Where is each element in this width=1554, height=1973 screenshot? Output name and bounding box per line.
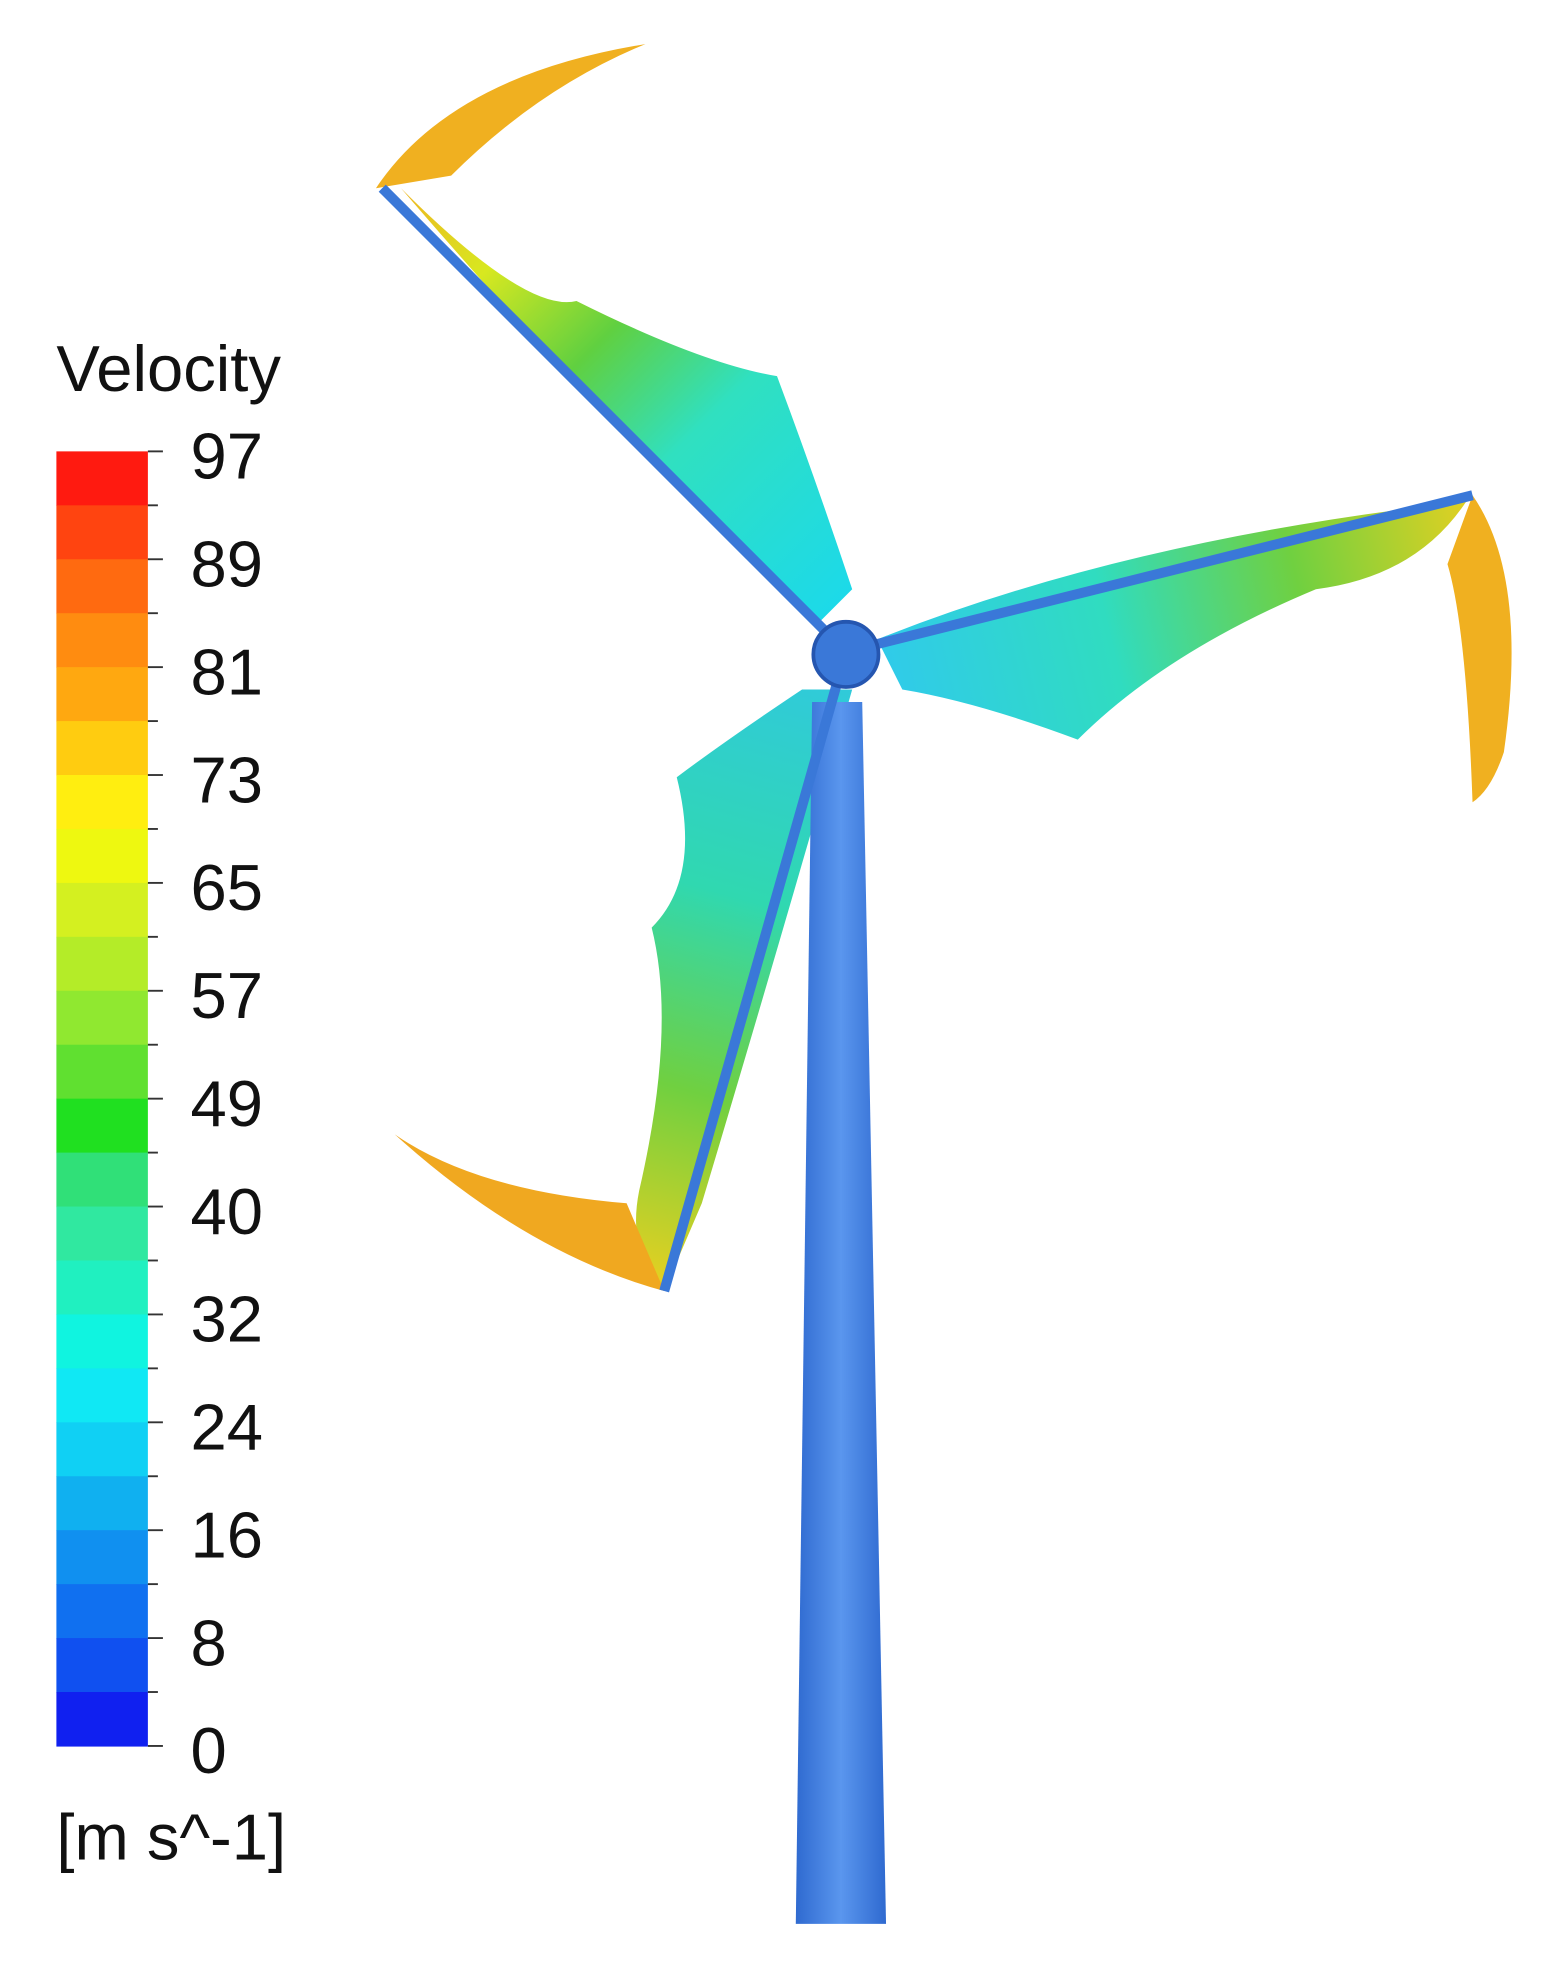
legend-label: 24 — [190, 1391, 262, 1464]
wake — [401, 188, 853, 627]
legend-label: 73 — [190, 743, 262, 816]
color-band — [56, 1476, 148, 1531]
wake — [394, 1134, 665, 1292]
color-band — [56, 1206, 148, 1262]
color-band — [56, 1530, 148, 1585]
color-legend: Velocity [m s^-1] 97 89 81 73 65 57 49 40 32 24 16… — [56, 332, 286, 1874]
color-band — [56, 1584, 148, 1639]
color-band — [56, 721, 148, 776]
color-band — [56, 936, 148, 992]
wake — [636, 689, 853, 1292]
legend-label: 49 — [190, 1067, 262, 1140]
color-band — [56, 1314, 148, 1369]
color-band — [56, 882, 148, 938]
legend-label: 8 — [190, 1606, 226, 1679]
color-band — [56, 828, 148, 884]
legend-label: 81 — [190, 635, 262, 708]
color-band — [56, 990, 148, 1046]
legend-title: Velocity — [56, 332, 281, 405]
legend-label: 0 — [190, 1714, 226, 1787]
color-band — [56, 1098, 148, 1154]
color-band — [56, 1692, 148, 1747]
color-band — [56, 667, 148, 722]
legend-label: 16 — [190, 1498, 262, 1571]
color-band — [56, 775, 148, 830]
blade — [378, 184, 850, 656]
wake — [1447, 495, 1512, 803]
color-band — [56, 1422, 148, 1477]
legend-label: 89 — [190, 527, 262, 600]
blade — [844, 490, 1474, 657]
color-band — [56, 1152, 148, 1208]
color-band — [56, 505, 148, 560]
legend-label: 32 — [190, 1283, 262, 1356]
color-band — [56, 1044, 148, 1100]
color-band — [56, 451, 148, 506]
color-band — [56, 1368, 148, 1423]
legend-label: 40 — [190, 1175, 262, 1248]
tower — [795, 702, 887, 1924]
legend-label: 65 — [190, 851, 262, 924]
legend-label: 57 — [190, 959, 262, 1032]
color-band — [56, 613, 148, 668]
hub — [811, 619, 881, 689]
legend-unit: [m s^-1] — [56, 1801, 286, 1874]
color-band — [56, 1260, 148, 1316]
wake — [877, 501, 1467, 740]
blade — [659, 650, 851, 1293]
legend-label: 97 — [190, 420, 262, 493]
turbine — [375, 44, 1512, 1924]
wake — [375, 44, 646, 189]
color-band — [56, 559, 148, 614]
color-band — [56, 1638, 148, 1693]
